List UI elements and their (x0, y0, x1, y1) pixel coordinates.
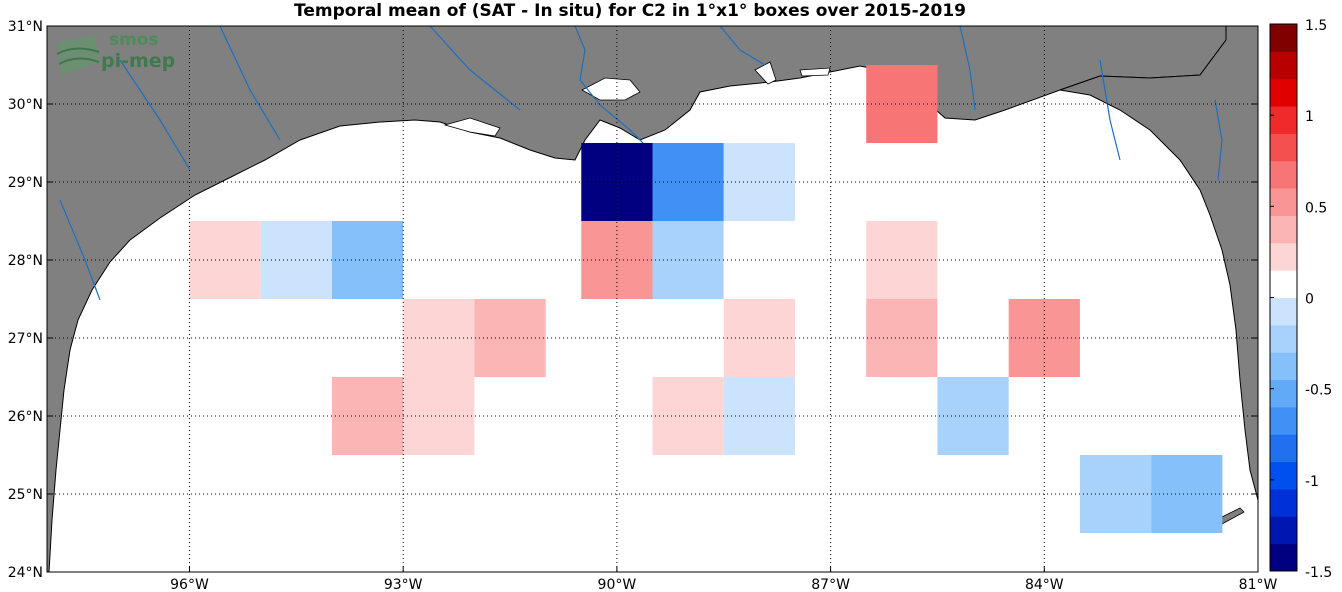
louisiana-bays (443, 117, 501, 137)
colorbar-swatch (1270, 324, 1297, 353)
heatmap-cell (189, 221, 261, 299)
mississippi-river (574, 25, 651, 151)
texas-river-3 (59, 199, 101, 301)
graticule (47, 26, 1258, 572)
colorbar-swatch (1270, 297, 1297, 326)
colorbar-tick-label: 1.5 (1305, 18, 1327, 34)
alabama-river (719, 25, 766, 66)
heatmap-cell (937, 299, 1009, 377)
heatmap-cell (189, 299, 261, 377)
colorbar-swatch (1270, 51, 1297, 80)
heatmap-cell (866, 143, 938, 221)
heatmap-cell (474, 299, 546, 377)
florida-river (1214, 99, 1223, 181)
x-tick-label: 93°W (384, 577, 423, 592)
heatmap-cell (866, 65, 938, 143)
colorbar-swatch (1270, 488, 1297, 517)
y-tick-label: 27°N (8, 331, 43, 347)
map-frame (46, 25, 1259, 573)
colorbar-swatch (1270, 242, 1297, 271)
florida-peninsula (1059, 25, 1259, 501)
colorbar-swatch (1270, 461, 1297, 490)
heatmap-cell (866, 455, 938, 533)
heatmap-cell (937, 455, 1009, 533)
colorbar (1269, 23, 1298, 572)
river-layer (59, 25, 1223, 301)
colorbar-tick-label: -1.5 (1305, 565, 1332, 581)
colorbar-swatch (1270, 188, 1297, 216)
colorbar-swatch (1270, 24, 1297, 52)
x-tick-label: 90°W (598, 577, 637, 592)
heatmap-cell (189, 377, 261, 455)
smos-pi-mep-logo: smos pi-mep (55, 30, 195, 80)
x-axis-ticks: 96°W 93°W 90°W 87°W 84°W 81°W (170, 566, 1277, 592)
colorbar-swatch (1270, 133, 1297, 162)
chart-title: Temporal mean of (SAT - In situ) for C2 … (294, 1, 966, 21)
x-tick-label: 96°W (170, 577, 209, 592)
y-tick-label: 24°N (8, 565, 43, 581)
colorbar-swatch (1270, 434, 1297, 463)
colorbar-ticks: 1.5 1 0.5 0 -0.5 -1 -1.5 (1270, 18, 1332, 581)
colorbar-swatch (1270, 516, 1297, 545)
colorbar-tick-label: 0.5 (1305, 200, 1327, 216)
y-tick-label: 29°N (8, 175, 43, 191)
heatmap-cell (937, 221, 1009, 299)
y-tick-label: 25°N (8, 487, 43, 503)
heatmap-cell (866, 299, 938, 377)
heatmap-cell (866, 221, 938, 299)
red-river (429, 25, 521, 111)
x-tick-label: 81°W (1239, 577, 1278, 592)
x-tick-label: 87°W (811, 577, 850, 592)
y-tick-label: 30°N (8, 97, 43, 113)
colorbar-tick-label: -0.5 (1305, 383, 1332, 399)
y-axis-ticks: 24°N 25°N 26°N 27°N 28°N 29°N 30°N 31°N (8, 19, 1258, 581)
colorbar-swatch (1270, 160, 1297, 189)
heatmap-cell (474, 455, 546, 533)
apalachicola-river (959, 25, 976, 111)
y-tick-label: 26°N (8, 409, 43, 425)
colorbar-swatch (1270, 406, 1297, 435)
logo-mark-icon (56, 36, 100, 76)
colorbar-swatch (1270, 106, 1297, 134)
colorbar-swatch (1270, 352, 1297, 381)
heatmap-cell (260, 377, 332, 455)
colorbar-swatch (1270, 543, 1297, 572)
colorbar-swatch (1270, 215, 1297, 244)
heatmap-cell (937, 377, 1009, 455)
colorbar-tick-label: 1 (1305, 109, 1314, 125)
pensacola-bay (799, 67, 831, 77)
lake-pontchartrain (581, 77, 641, 101)
colorbar-swatch (1270, 270, 1297, 298)
suwannee-river (1099, 59, 1121, 161)
colorbar-tick-label: -1 (1305, 474, 1319, 490)
colorbar-tick-label: 0 (1305, 292, 1314, 308)
colorbar-swatch (1270, 78, 1297, 107)
y-tick-label: 31°N (8, 19, 43, 35)
texas-river-1 (119, 59, 191, 171)
y-tick-label: 28°N (8, 253, 43, 269)
x-tick-label: 84°W (1025, 577, 1064, 592)
heatmap-cell (260, 455, 332, 533)
colorbar-swatch (1270, 379, 1297, 408)
logo-line2: pi-mep (101, 50, 176, 72)
logo-line1: smos (109, 30, 159, 50)
texas-river-2 (219, 25, 281, 141)
heatmap-cell (260, 221, 332, 299)
